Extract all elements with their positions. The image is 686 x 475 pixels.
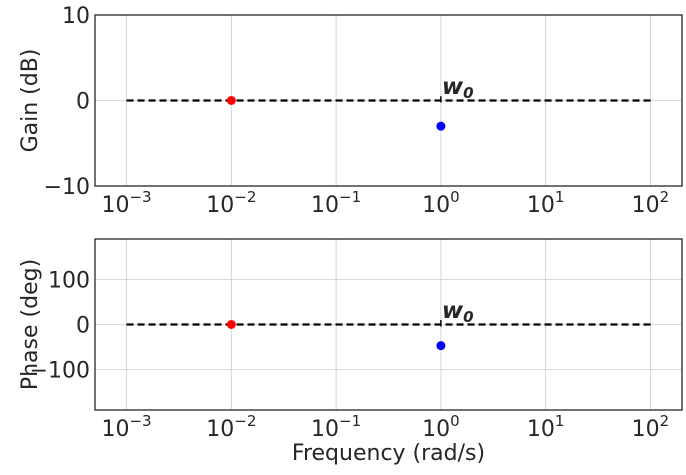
gain-axes-frame — [94, 14, 683, 187]
phase-y-tick-label-1: 0 — [76, 314, 90, 339]
phase-x-tick-label-0: 10−3 — [101, 412, 151, 442]
gain-data-point-1 — [436, 121, 446, 131]
phase-data-point-1 — [436, 341, 446, 351]
phase-x-tick-label-5: 102 — [632, 412, 670, 442]
phase-y-axis-label: Phase (deg) — [18, 259, 43, 390]
phase-axes-frame — [94, 238, 683, 411]
phase-x-tick-label-3: 100 — [422, 412, 460, 442]
phase-y-tick-label-2: 100 — [48, 269, 90, 294]
gain-w0-annotation: w0 — [442, 74, 474, 102]
gain-x-tick-label-4: 101 — [527, 188, 565, 218]
phase-w0-annotation: w0 — [442, 298, 474, 326]
phase-y-tick-label-0: −100 — [30, 359, 90, 384]
gain-data-point-0 — [226, 96, 236, 105]
gain-y-tick-label-2: 10 — [62, 4, 90, 29]
gain-x-tick-label-3: 100 — [422, 188, 460, 218]
gain-y-axis-label: Gain (dB) — [18, 49, 43, 153]
phase-x-axis-label: Frequency (rad/s) — [292, 441, 485, 466]
phase-data-point-0 — [226, 320, 236, 329]
gain-x-tick-label-0: 10−3 — [101, 188, 151, 218]
gain-y-tick-label-0: −10 — [44, 175, 90, 200]
gain-x-tick-label-1: 10−2 — [206, 188, 256, 218]
gain-x-tick-label-5: 102 — [632, 188, 670, 218]
phase-x-tick-label-1: 10−2 — [206, 412, 256, 442]
gain-panel: w0 10−3 10−2 10−1 100 101 102 −10 0 10 Gain (dB) — [18, 4, 683, 218]
phase-x-tick-label-2: 10−1 — [311, 412, 361, 442]
phase-x-tick-label-4: 101 — [527, 412, 565, 442]
gain-x-tick-label-2: 10−1 — [311, 188, 361, 218]
gain-y-tick-label-1: 0 — [76, 90, 90, 115]
